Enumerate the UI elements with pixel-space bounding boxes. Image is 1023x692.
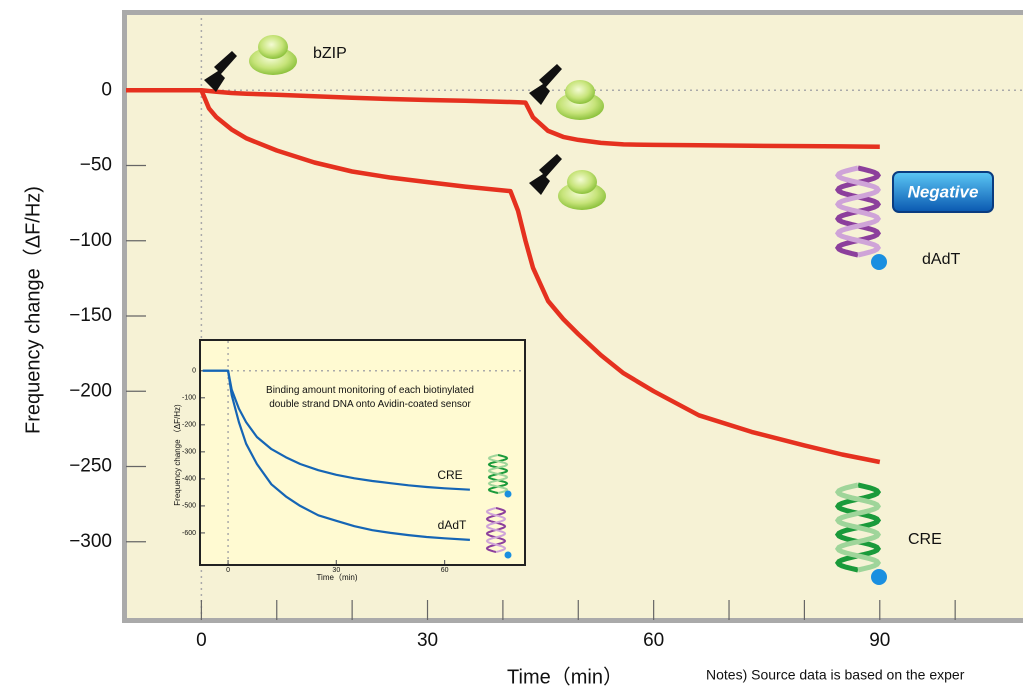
y-tick-label: −100 <box>69 230 112 251</box>
x-tick-label: 60 <box>441 567 449 574</box>
inset-x-label: Time（min) <box>316 573 357 582</box>
y-axis-label: Frequency change（ΔF/Hz) <box>21 186 44 434</box>
dna-strand <box>487 454 509 494</box>
illustrations <box>204 35 887 585</box>
series-label: CRE <box>908 531 942 548</box>
dna-strand <box>834 482 882 573</box>
inset-title: Binding amount monitoring of each biotin… <box>266 385 474 410</box>
y-tick-label: -500 <box>182 503 196 510</box>
dna-strand <box>485 507 507 553</box>
biotin <box>504 490 512 498</box>
y-tick-label: −250 <box>69 456 112 477</box>
series-line <box>202 369 470 491</box>
x-axis-label: Time（min） <box>507 665 623 688</box>
note: Notes) Source data is based on the exper <box>706 667 965 683</box>
x-tick-label: 0 <box>196 630 207 651</box>
y-tick-label: -400 <box>182 476 196 483</box>
x-tick-label: 30 <box>417 630 438 651</box>
y-tick-label: −300 <box>69 531 112 552</box>
y-tick-label: -100 <box>182 395 196 402</box>
inset-y-label: Frequency change （ΔF/Hz) <box>173 404 182 506</box>
y-tick-label: 0 <box>101 79 112 100</box>
badge-text: Negative <box>908 182 979 201</box>
arrow <box>529 154 562 195</box>
biotin <box>871 569 887 585</box>
protein <box>567 170 597 194</box>
protein <box>565 80 595 104</box>
series-line <box>202 369 470 541</box>
y-tick-label: -600 <box>182 530 196 537</box>
x-tick-label: 90 <box>869 630 890 651</box>
series-line <box>126 88 880 149</box>
main-chart: −300 −250 −200 −150 −100 −50 0 0 30 60 90 <box>69 12 1023 651</box>
y-tick-label: 0 <box>192 368 196 375</box>
x-tick-label: 30 <box>332 567 340 574</box>
arrow <box>204 51 237 92</box>
inset-series-label: dAdT <box>438 518 467 532</box>
biotin <box>504 551 512 559</box>
series-label: dAdT <box>922 251 960 268</box>
y-tick-label: -200 <box>182 422 196 429</box>
dna-strand <box>834 165 882 258</box>
inset-chart: -600 -500 -400 -300 -200 -100 0 0 30 60 <box>182 341 524 574</box>
arrow <box>529 64 562 105</box>
y-tick-label: −200 <box>69 380 112 401</box>
y-tick-label: −150 <box>69 305 112 326</box>
y-tick-label: −50 <box>80 155 112 176</box>
badge: Negative <box>892 171 994 213</box>
protein <box>258 35 288 59</box>
series-line <box>126 88 881 465</box>
inset-series-label: CRE <box>437 468 462 482</box>
annotation: bZIP <box>313 45 347 62</box>
x-tick-label: 0 <box>226 567 230 574</box>
x-tick-label: 60 <box>643 630 664 651</box>
inset-frame <box>199 339 526 566</box>
y-tick-label: -300 <box>182 449 196 456</box>
biotin <box>871 254 887 270</box>
